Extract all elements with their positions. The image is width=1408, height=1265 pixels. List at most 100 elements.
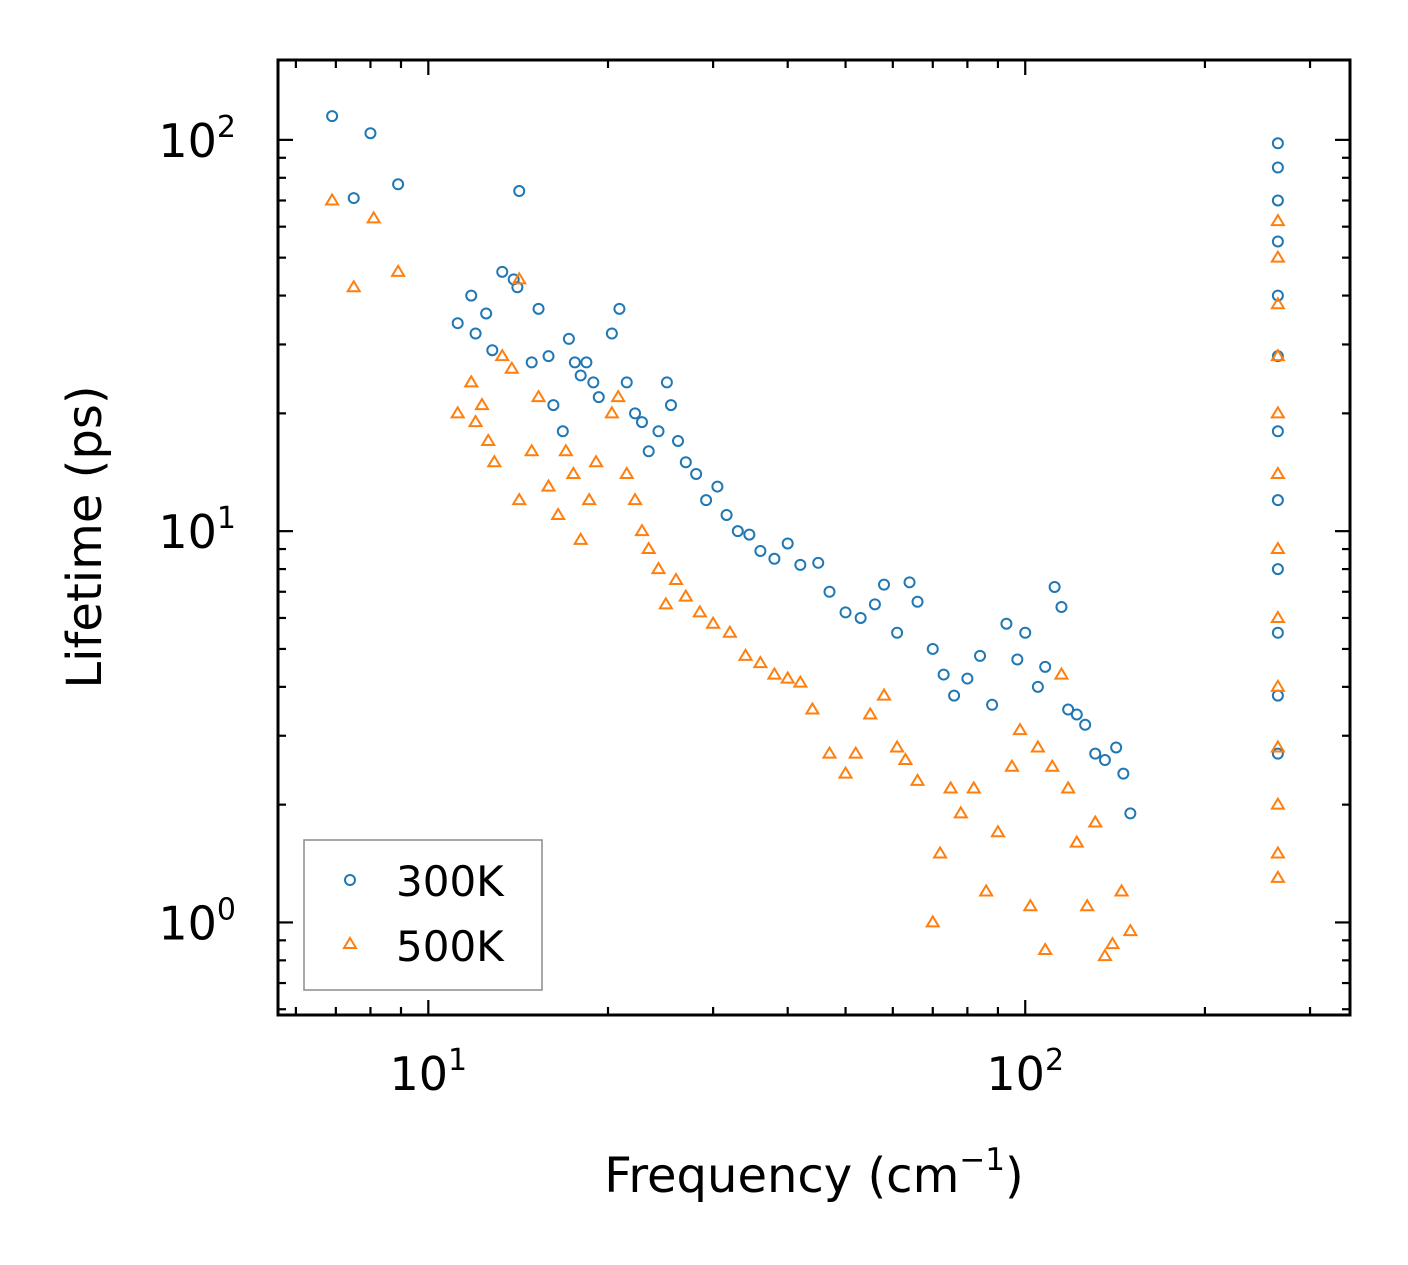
point-500K bbox=[978, 883, 994, 897]
point-500K bbox=[932, 845, 948, 859]
point-300K bbox=[1039, 660, 1052, 673]
point-500K bbox=[889, 739, 905, 753]
point-300K bbox=[794, 558, 807, 571]
point-500K bbox=[722, 624, 738, 638]
point-500K bbox=[1270, 869, 1286, 883]
point-500K bbox=[925, 914, 941, 928]
point-500K bbox=[966, 780, 982, 794]
point-500K bbox=[1069, 834, 1085, 848]
point-500K bbox=[821, 745, 838, 759]
point-500K bbox=[1270, 249, 1286, 263]
point-500K bbox=[1022, 898, 1039, 912]
point-500K bbox=[1270, 466, 1286, 479]
point-300K bbox=[469, 327, 482, 340]
point-500K bbox=[365, 210, 382, 224]
point-300K bbox=[1124, 807, 1137, 820]
point-500K bbox=[1270, 405, 1286, 419]
point-500K bbox=[1270, 739, 1286, 753]
point-300K bbox=[1271, 747, 1284, 760]
point-500K bbox=[572, 531, 589, 545]
point-500K bbox=[897, 752, 914, 766]
point-300K bbox=[1070, 708, 1083, 721]
legend: 300K 500K bbox=[303, 839, 543, 991]
legend-label-500k: 500K bbox=[396, 922, 505, 971]
point-500K bbox=[610, 389, 626, 403]
point-500K bbox=[1004, 758, 1020, 772]
point-300K bbox=[1062, 703, 1075, 716]
point-300K bbox=[1271, 161, 1284, 174]
point-500K bbox=[1270, 845, 1286, 859]
point-300K bbox=[823, 585, 836, 598]
point-300K bbox=[451, 317, 464, 330]
point-500K bbox=[792, 674, 809, 688]
x-axis-label-text: Frequency (cm bbox=[604, 1148, 959, 1204]
point-500K bbox=[1270, 678, 1286, 692]
point-300K bbox=[532, 302, 545, 315]
point-500K bbox=[909, 772, 926, 786]
point-500K bbox=[1270, 296, 1286, 310]
point-500K bbox=[876, 687, 892, 701]
point-300K bbox=[605, 327, 618, 340]
point-500K bbox=[1122, 923, 1139, 937]
point-300K bbox=[961, 672, 974, 685]
point-300K bbox=[986, 698, 999, 711]
x-axis-label: Frequency (cm−1) bbox=[604, 1142, 1024, 1204]
point-500K bbox=[1270, 541, 1286, 555]
point-300K bbox=[1271, 626, 1284, 639]
point-300K bbox=[496, 265, 509, 278]
point-500K bbox=[752, 655, 769, 669]
point-500K bbox=[1030, 739, 1046, 753]
point-300K bbox=[511, 281, 524, 294]
point-300K bbox=[812, 556, 825, 569]
point-500K bbox=[390, 263, 406, 277]
point-300K bbox=[926, 642, 939, 655]
point-300K bbox=[903, 576, 916, 589]
point-300K bbox=[620, 376, 633, 389]
point-300K bbox=[1098, 754, 1111, 767]
point-500K bbox=[604, 405, 620, 419]
point-300K bbox=[754, 544, 767, 557]
point-300K bbox=[868, 598, 881, 611]
point-500K bbox=[1087, 814, 1104, 828]
point-300K bbox=[556, 425, 569, 438]
point-300K bbox=[547, 399, 560, 412]
point-500K bbox=[678, 588, 694, 602]
point-300K bbox=[480, 307, 493, 320]
point-500K bbox=[779, 670, 796, 684]
point-300K bbox=[580, 356, 593, 369]
point-500K bbox=[953, 805, 969, 819]
point-300K bbox=[937, 668, 950, 681]
point-300K bbox=[1271, 289, 1284, 302]
point-500K bbox=[766, 666, 783, 680]
point-300K bbox=[652, 425, 665, 438]
point-500K bbox=[1270, 610, 1286, 623]
point-300K bbox=[1271, 563, 1284, 576]
point-500K bbox=[1060, 780, 1076, 794]
point-500K bbox=[1037, 942, 1053, 956]
point-300K bbox=[911, 595, 924, 608]
points-layer bbox=[324, 110, 1286, 962]
point-500K bbox=[634, 523, 650, 537]
ticks-layer bbox=[278, 60, 1350, 1015]
point-300K bbox=[1271, 137, 1284, 150]
point-500K bbox=[494, 348, 511, 362]
point-300K bbox=[1055, 600, 1068, 613]
point-500K bbox=[511, 492, 527, 506]
point-500K bbox=[550, 507, 566, 520]
point-300K bbox=[392, 178, 405, 191]
point-300K bbox=[486, 344, 499, 357]
point-500K bbox=[1053, 666, 1070, 680]
point-500K bbox=[486, 454, 503, 468]
point-500K bbox=[558, 443, 574, 457]
point-300K bbox=[1031, 680, 1044, 693]
point-300K bbox=[839, 606, 852, 619]
point-500K bbox=[862, 706, 879, 720]
point-300K bbox=[711, 480, 724, 493]
point-300K bbox=[690, 467, 703, 480]
point-300K bbox=[1271, 425, 1284, 438]
point-300K bbox=[1019, 626, 1032, 639]
point-300K bbox=[672, 434, 685, 447]
point-300K bbox=[768, 552, 781, 565]
point-300K bbox=[347, 192, 360, 205]
point-300K bbox=[613, 302, 626, 315]
